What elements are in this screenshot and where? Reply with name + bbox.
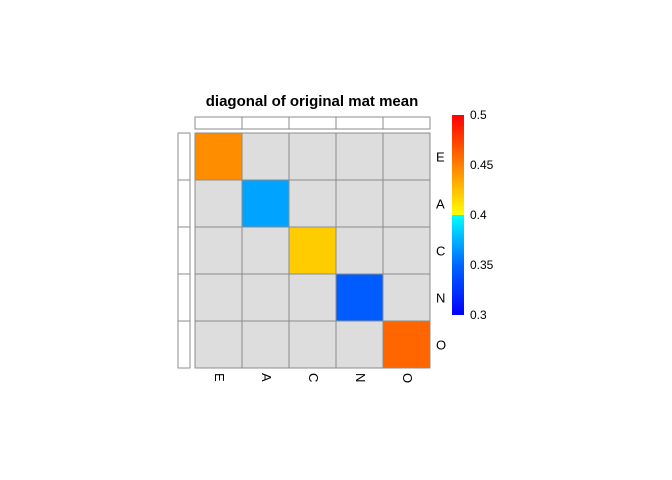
column-label-C: C bbox=[306, 373, 321, 382]
heatmap-cell-C-E bbox=[194, 226, 243, 275]
chart-title: diagonal of original mat mean bbox=[206, 93, 419, 110]
heatmap-cell-N-N bbox=[335, 273, 384, 322]
heatmap-cell-O-N bbox=[335, 320, 384, 369]
row-annotation-cell bbox=[177, 179, 191, 228]
row-label-E: E bbox=[436, 150, 445, 165]
row-annotation-cell bbox=[177, 273, 191, 322]
heatmap-cell-A-E bbox=[194, 179, 243, 228]
column-label-E: E bbox=[212, 373, 227, 382]
column-annotation-bar bbox=[194, 116, 431, 130]
color-legend-tick: 0.5 bbox=[470, 108, 487, 122]
column-label-A: A bbox=[259, 373, 274, 382]
heatmap-cell-E-C bbox=[288, 132, 337, 181]
heatmap-cell-O-O bbox=[382, 320, 431, 369]
row-label-A: A bbox=[436, 197, 445, 212]
heatmap-cell-A-A bbox=[241, 179, 290, 228]
color-legend-tick: 0.35 bbox=[470, 258, 494, 272]
heatmap-cell-E-A bbox=[241, 132, 290, 181]
column-annotation-cell bbox=[288, 116, 337, 130]
row-label-C: C bbox=[436, 244, 445, 259]
row-labels: E A C N O bbox=[436, 150, 446, 353]
color-legend-bar bbox=[452, 115, 464, 315]
row-label-O: O bbox=[436, 338, 446, 353]
column-label-O: O bbox=[400, 373, 415, 383]
color-legend: 0.3 0.35 0.4 0.45 0.5 bbox=[452, 108, 494, 322]
heatmap-cell-E-N bbox=[335, 132, 384, 181]
heatmap-cell-O-E bbox=[194, 320, 243, 369]
color-legend-tick: 0.45 bbox=[470, 158, 494, 172]
heatmap-cell-C-A bbox=[241, 226, 290, 275]
heatmap-cell-C-O bbox=[382, 226, 431, 275]
heatmap-cell-C-C bbox=[288, 226, 337, 275]
row-annotation-bar bbox=[177, 132, 191, 369]
column-annotation-cell bbox=[335, 116, 384, 130]
column-annotation-cell bbox=[194, 116, 243, 130]
heatmap-cell-A-N bbox=[335, 179, 384, 228]
heatmap-cell-N-O bbox=[382, 273, 431, 322]
row-annotation-cell bbox=[177, 320, 191, 369]
heatmap-cell-E-O bbox=[382, 132, 431, 181]
color-legend-tick: 0.4 bbox=[470, 208, 487, 222]
heatmap-cell-E-E bbox=[194, 132, 243, 181]
row-annotation-cell bbox=[177, 226, 191, 275]
row-annotation-cell bbox=[177, 132, 191, 181]
heatmap-cell-C-N bbox=[335, 226, 384, 275]
heatmap-cell-A-O bbox=[382, 179, 431, 228]
color-legend-tick: 0.3 bbox=[470, 308, 487, 322]
heatmap-cell-A-C bbox=[288, 179, 337, 228]
heatmap-cell-O-C bbox=[288, 320, 337, 369]
heatmap-cell-N-C bbox=[288, 273, 337, 322]
heatmap-cells bbox=[194, 132, 431, 369]
column-annotation-cell bbox=[241, 116, 290, 130]
heatmap-cell-N-A bbox=[241, 273, 290, 322]
row-label-N: N bbox=[436, 291, 445, 306]
column-label-N: N bbox=[353, 373, 368, 382]
heatmap-cell-N-E bbox=[194, 273, 243, 322]
heatmap-cell-O-A bbox=[241, 320, 290, 369]
column-annotation-cell bbox=[382, 116, 431, 130]
